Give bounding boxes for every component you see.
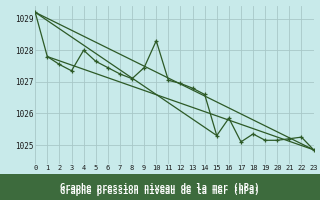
- Text: Graphe pression niveau de la mer (hPa): Graphe pression niveau de la mer (hPa): [60, 182, 260, 192]
- Text: Graphe pression niveau de la mer (hPa): Graphe pression niveau de la mer (hPa): [60, 188, 260, 196]
